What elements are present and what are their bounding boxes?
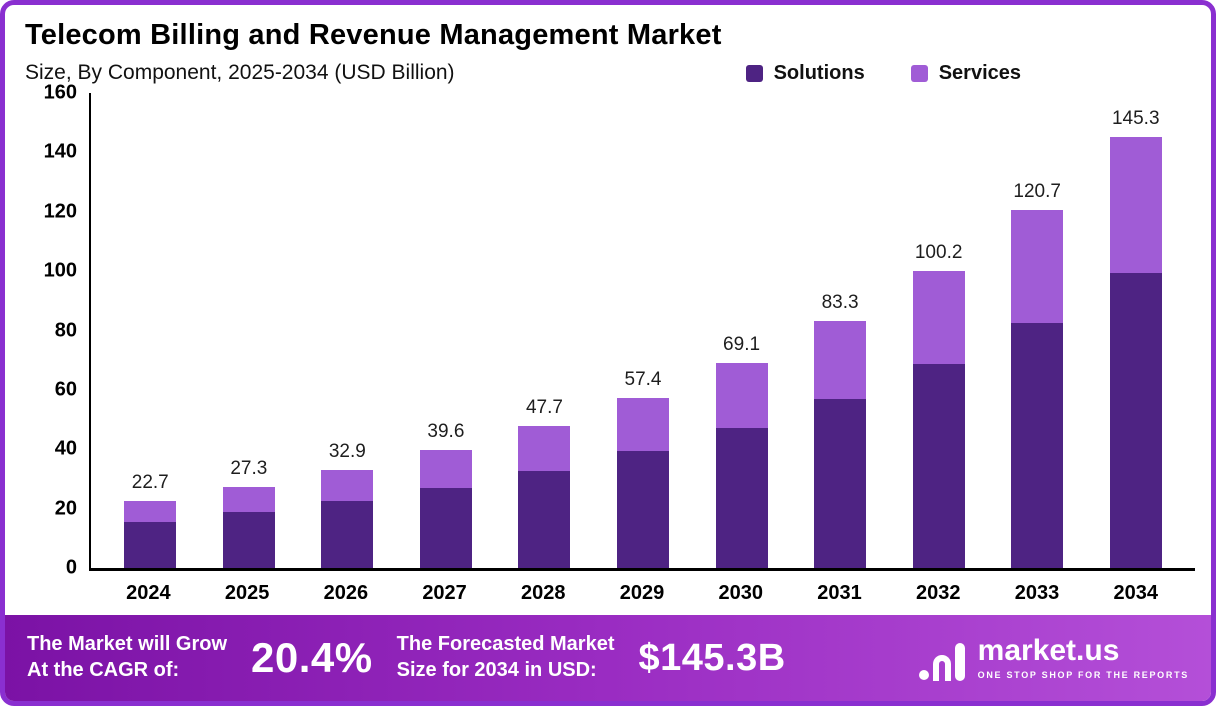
legend: Solutions Services	[745, 61, 1021, 85]
plot-area: 0 20 40 60 80 100 120 140 160 22.7 27.3 32.9 39.6 47.…	[44, 82, 1195, 579]
footer-banner: The Market will Grow At the CAGR of: 20.…	[5, 615, 1211, 701]
cagr-label: The Market will Grow At the CAGR of:	[27, 633, 228, 681]
bar-group-2026: 32.9	[298, 93, 397, 568]
bar-value-label: 83.3	[821, 291, 859, 313]
chart-header: Telecom Billing and Revenue Management M…	[5, 5, 1211, 85]
legend-item-services: Services	[910, 61, 1021, 85]
bar-value-label: 57.4	[624, 368, 662, 390]
y-axis-tick: 140	[43, 140, 77, 163]
x-axis: 2024 2025 2026 2027 2028 2029 2030 2031 2032 2033…	[89, 571, 1195, 615]
bar-group-2029: 57.4	[594, 93, 693, 568]
x-axis-label: 2028	[521, 581, 566, 604]
y-axis-tick: 60	[54, 378, 77, 401]
bar-value-label: 27.3	[230, 457, 268, 479]
brand-name: market.us	[977, 634, 1120, 667]
bar-group-2030: 69.1	[692, 93, 791, 568]
bar-value-label: 39.6	[427, 421, 465, 443]
bar-segment-services	[1011, 209, 1064, 323]
logo-arch-shape	[932, 655, 951, 681]
forecast-value: $145.3B	[638, 636, 786, 679]
logo-bar-shape	[954, 643, 965, 681]
bar-segment-solutions	[912, 364, 965, 568]
bar-value-label: 100.2	[914, 241, 963, 263]
x-axis-label: 2031	[817, 581, 862, 604]
bar-value-label: 22.7	[131, 471, 169, 493]
bar-segment-solutions	[419, 487, 472, 568]
bar-group-2024: 22.7	[101, 93, 200, 568]
x-axis-label: 2025	[224, 581, 270, 604]
y-axis-tick: 80	[54, 319, 77, 341]
bar-segment-solutions	[617, 451, 669, 568]
bar-segment-solutions	[124, 521, 177, 568]
cagr-value: 20.4%	[251, 634, 373, 681]
bar-value-label: 47.7	[525, 397, 563, 419]
forecast-label: The Forecasted Market Size for 2034 in U…	[396, 633, 615, 681]
y-axis-tick: 100	[43, 259, 77, 282]
bar-segment-services	[321, 470, 374, 502]
y-axis-tick: 0	[65, 556, 77, 579]
bar-segment-solutions	[715, 427, 768, 568]
brand-tagline: ONE STOP SHOP FOR THE REPORTS	[977, 670, 1189, 680]
bar-segment-services	[124, 500, 177, 522]
bar-value-label: 69.1	[723, 333, 761, 355]
y-axis-tick: 160	[43, 81, 77, 104]
bar-segment-services	[518, 426, 571, 472]
bar-group-2027: 39.6	[397, 93, 496, 568]
chart-subtitle: Size, By Component, 2025-2034 (USD Billi…	[25, 61, 455, 84]
bar-value-label: 145.3	[1111, 107, 1160, 129]
services-swatch-icon	[910, 64, 928, 82]
y-axis-tick: 20	[54, 497, 77, 520]
legend-label-solutions: Solutions	[773, 61, 865, 84]
brand-lockup: market.us ONE STOP SHOP FOR THE REPORTS	[918, 634, 1189, 681]
x-axis-label: 2034	[1113, 581, 1158, 604]
y-axis-tick: 40	[54, 437, 77, 460]
x-axis-label: 2032	[915, 581, 961, 604]
bar-segment-services	[715, 362, 768, 428]
logo-dot-shape	[918, 670, 929, 680]
bar-segment-solutions	[222, 512, 275, 568]
bar-value-label: 120.7	[1013, 180, 1061, 202]
bar-segment-solutions	[321, 501, 374, 568]
marketus-logo-icon	[918, 635, 965, 681]
bar-segment-services	[1109, 136, 1162, 273]
bar-group-2025: 27.3	[200, 93, 299, 568]
x-axis-label: 2029	[619, 581, 665, 604]
bar-segment-solutions	[518, 471, 571, 568]
x-axis-label: 2024	[126, 581, 171, 604]
bar-segment-solutions	[1011, 322, 1064, 568]
solutions-swatch-icon	[745, 64, 763, 82]
bar-group-2032: 100.2	[889, 93, 988, 568]
x-axis-label: 2033	[1014, 581, 1060, 604]
bar-value-label: 32.9	[328, 441, 366, 463]
x-axis-label: 2026	[323, 581, 369, 604]
bar-segment-services	[912, 270, 965, 365]
legend-item-solutions: Solutions	[745, 61, 865, 85]
x-axis-label: 2030	[718, 581, 764, 604]
y-axis-tick: 120	[43, 200, 77, 223]
bar-segment-services	[222, 486, 275, 513]
bar-segment-solutions	[1109, 272, 1162, 568]
bar-group-2034: 145.3	[1086, 93, 1185, 568]
bar-group-2033: 120.7	[988, 93, 1087, 568]
bar-segment-services	[814, 320, 867, 399]
x-axis-label: 2027	[422, 581, 467, 604]
bar-group-2031: 83.3	[791, 93, 890, 568]
legend-label-services: Services	[938, 61, 1021, 84]
bar-segment-solutions	[814, 398, 867, 568]
bar-segment-services	[617, 397, 669, 452]
bar-segment-services	[419, 450, 472, 488]
bar-group-2028: 47.7	[495, 93, 594, 568]
chart-title: Telecom Billing and Revenue Management M…	[25, 19, 722, 51]
chart-region: 0 20 40 60 80 100 120 140 160 22.7 27.3 32.9 39.6 47.…	[5, 82, 1211, 615]
